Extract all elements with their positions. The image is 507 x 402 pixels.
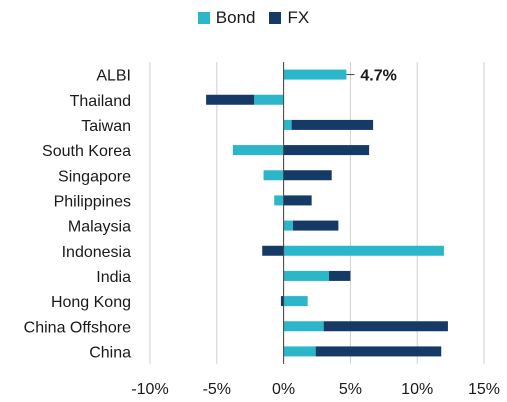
bar-bond-10 bbox=[283, 321, 324, 332]
x-tick-label-4: 10% bbox=[401, 381, 433, 398]
bar-bond-3 bbox=[232, 145, 284, 156]
category-label-1: Thailand bbox=[70, 93, 131, 110]
bar-fx-11 bbox=[315, 346, 442, 357]
bar-fx-4 bbox=[283, 170, 332, 181]
bar-fx-5 bbox=[283, 195, 312, 206]
category-label-3: South Korea bbox=[42, 143, 131, 160]
category-label-2: Taiwan bbox=[81, 118, 131, 135]
category-label-8: India bbox=[96, 269, 131, 286]
legend-swatch-fx bbox=[269, 12, 282, 24]
category-label-9: Hong Kong bbox=[51, 294, 131, 311]
x-tick-label-1: -5% bbox=[203, 381, 231, 398]
bar-bond-0 bbox=[283, 69, 347, 80]
category-label-5: Philippines bbox=[54, 193, 131, 210]
legend-swatch-bond bbox=[197, 12, 210, 24]
category-label-4: Singapore bbox=[58, 168, 131, 185]
bar-bond-11 bbox=[283, 346, 316, 357]
category-label-6: Malaysia bbox=[68, 219, 131, 236]
bar-bond-5 bbox=[274, 195, 284, 206]
legend-item-fx: FX bbox=[269, 8, 309, 28]
bar-fx-9 bbox=[280, 296, 284, 307]
legend-label-fx: FX bbox=[287, 8, 310, 27]
legend: Bond FX bbox=[0, 8, 507, 28]
bar-fx-10 bbox=[323, 321, 448, 332]
x-tick-label-2: 0% bbox=[272, 381, 295, 398]
category-label-11: China bbox=[89, 344, 131, 361]
bar-fx-1 bbox=[206, 94, 255, 105]
category-label-10: China Offshore bbox=[24, 319, 131, 336]
bar-bond-1 bbox=[254, 94, 284, 105]
category-label-7: Indonesia bbox=[62, 244, 131, 261]
bar-bond-2 bbox=[283, 119, 292, 130]
bar-fx-7 bbox=[262, 245, 284, 256]
bar-bond-8 bbox=[283, 270, 330, 281]
legend-label-bond: Bond bbox=[215, 8, 256, 27]
bar-bond-7 bbox=[283, 245, 444, 256]
annotation-label-0: 4.7% bbox=[360, 68, 396, 85]
bar-fx-6 bbox=[292, 220, 339, 231]
x-tick-label-3: 5% bbox=[339, 381, 362, 398]
bar-fx-2 bbox=[291, 119, 374, 130]
bar-bond-6 bbox=[283, 220, 293, 231]
bar-bond-4 bbox=[263, 170, 284, 181]
category-label-0: ALBI bbox=[96, 68, 131, 85]
bar-fx-8 bbox=[329, 270, 351, 281]
bar-bond-9 bbox=[283, 296, 308, 307]
x-tick-label-0: -10% bbox=[131, 381, 168, 398]
x-tick-label-5: 15% bbox=[468, 381, 500, 398]
bar-fx-3 bbox=[283, 145, 370, 156]
legend-item-bond: Bond bbox=[197, 8, 256, 28]
